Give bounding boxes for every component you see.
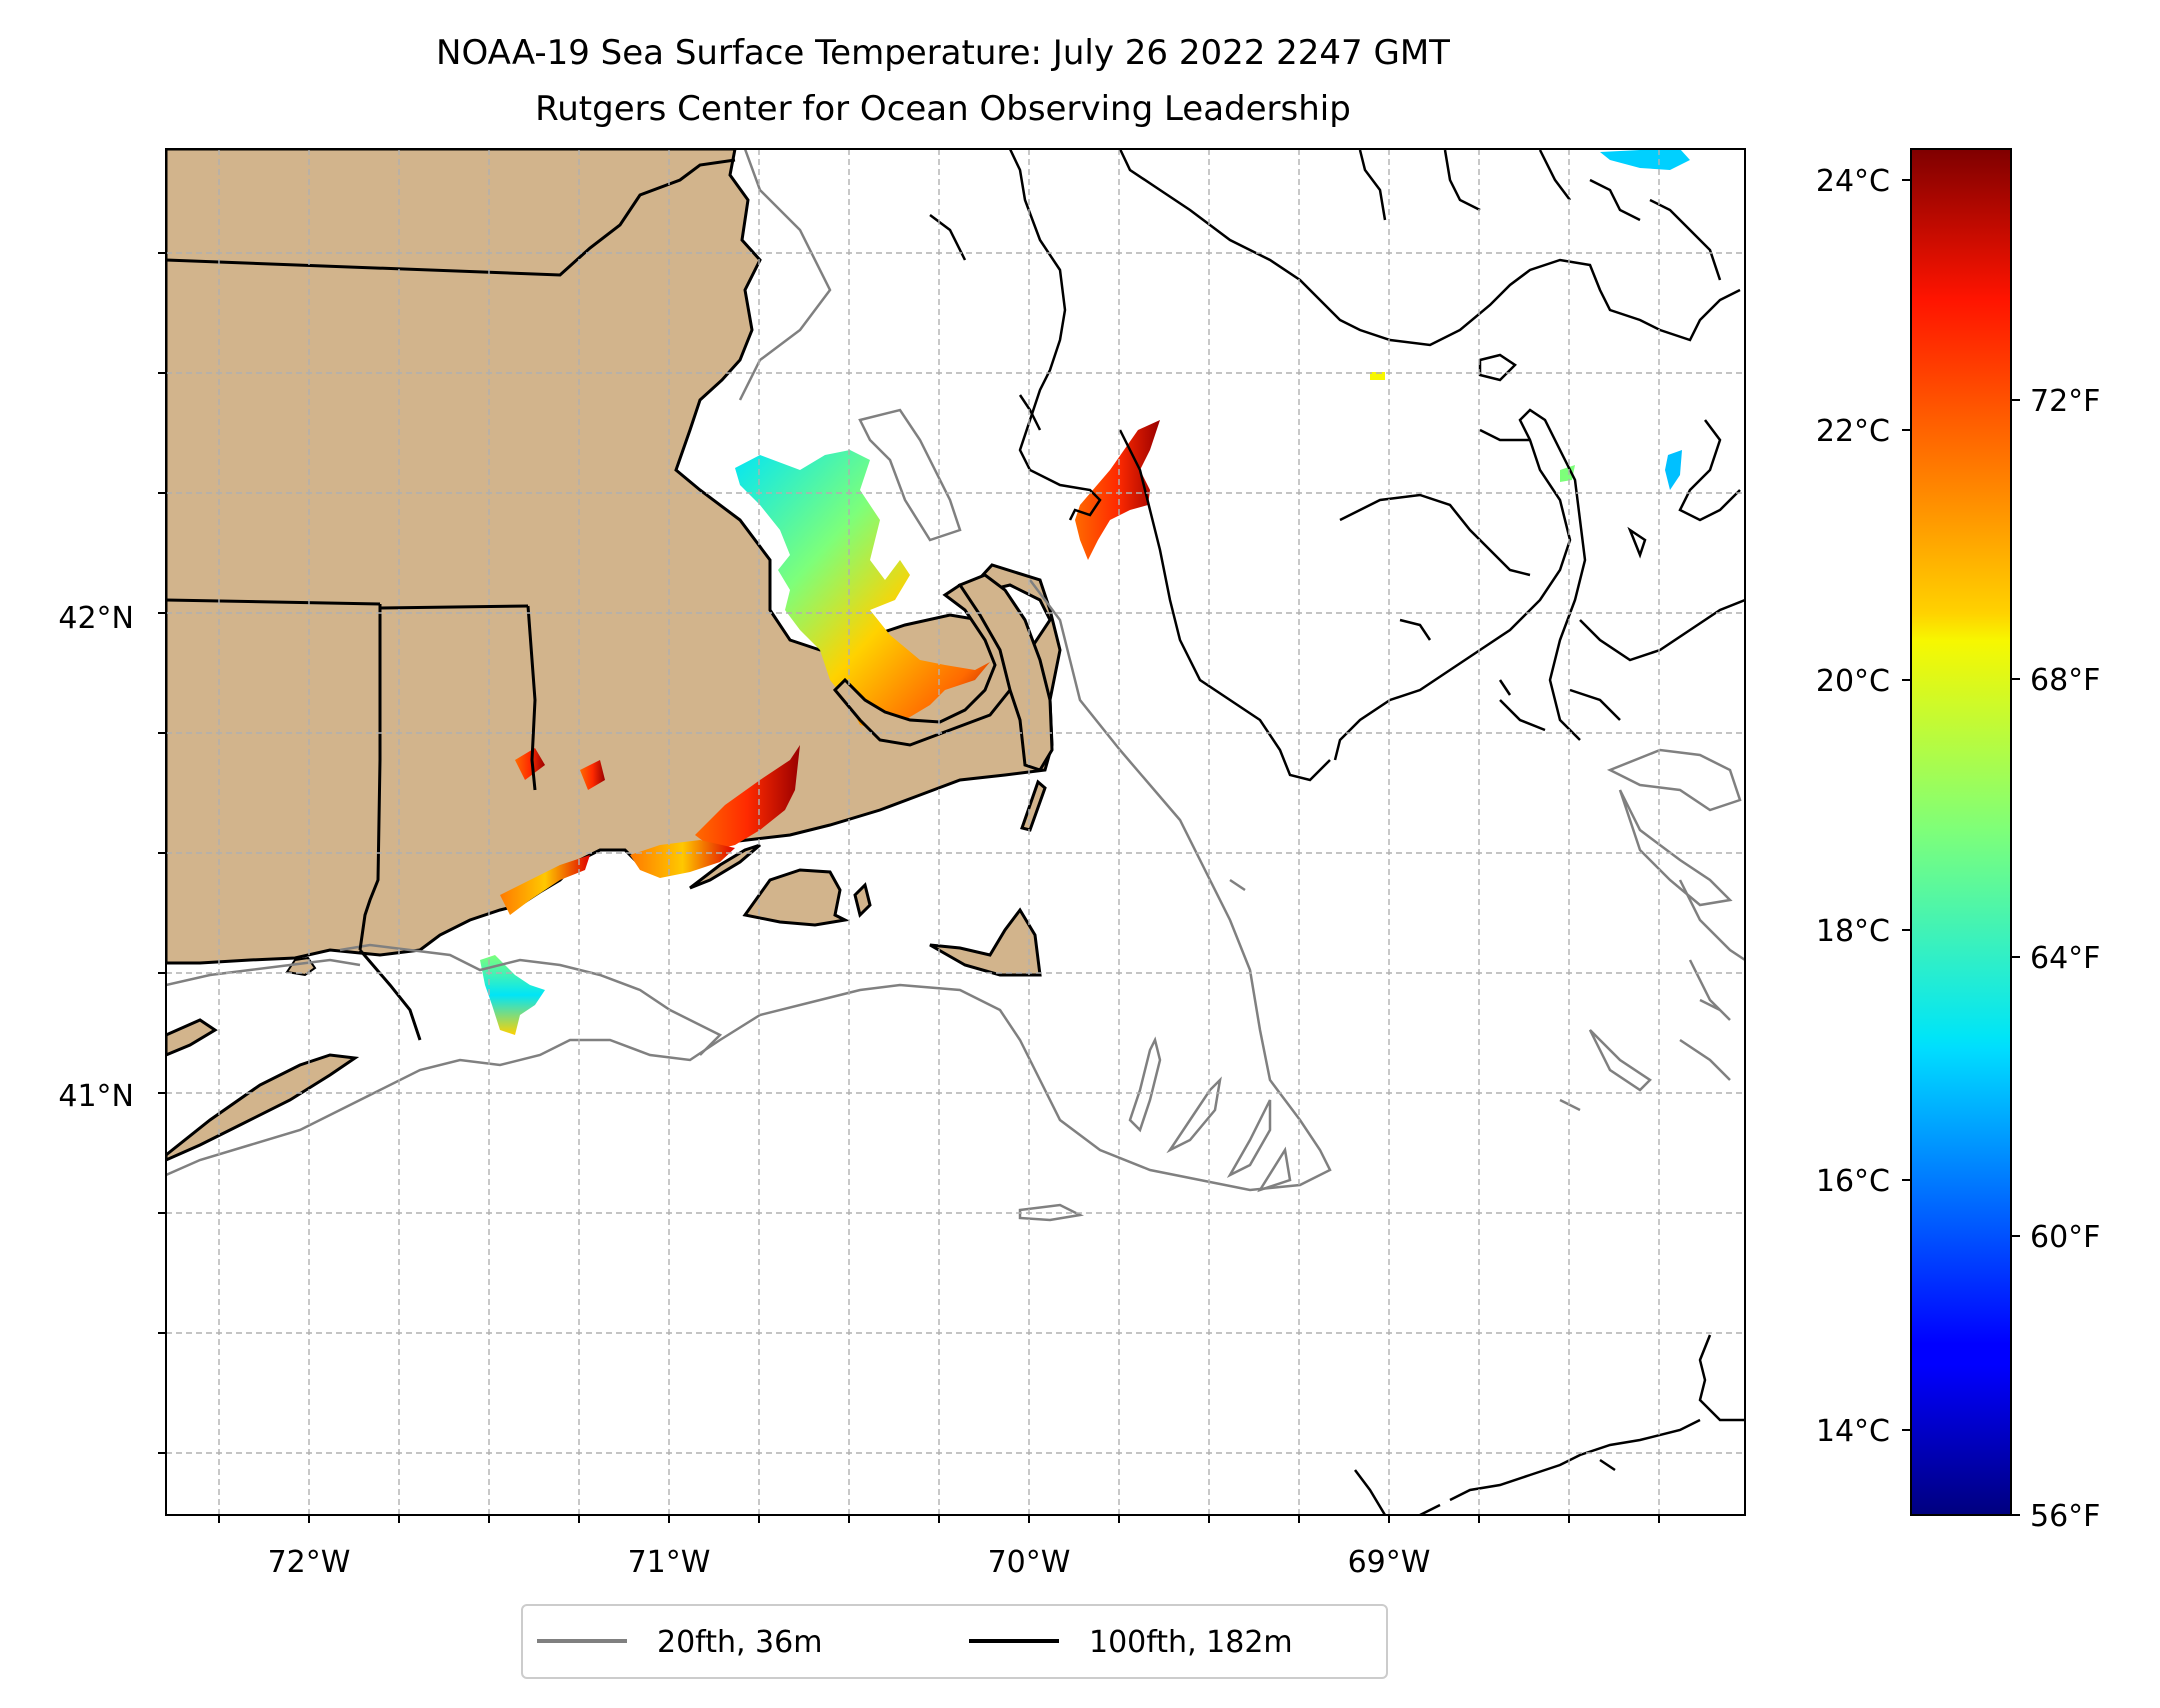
sst-patch-massachusetts-bay xyxy=(735,450,990,730)
sst-patch-buzzards-bay xyxy=(695,745,800,850)
sst-patch-block-island-sound xyxy=(480,955,545,1035)
colorbar-label-celsius: 22°C xyxy=(1816,414,1890,449)
colorbar-label-fahrenheit: 64°F xyxy=(2030,941,2100,976)
land-elizabeth-islands xyxy=(689,843,761,890)
land-monomoy xyxy=(1020,779,1047,832)
y-tick-label: 42°N xyxy=(58,601,134,636)
colorbar-label-fahrenheit: 60°F xyxy=(2030,1220,2100,1255)
land-nantucket xyxy=(929,907,1042,977)
sst-patch-rhode-island xyxy=(500,855,590,915)
colorbar-label-fahrenheit: 72°F xyxy=(2030,384,2100,419)
x-tick-labels: 72°W 71°W 70°W 69°W xyxy=(268,1545,1431,1580)
y-tick-labels: 42°N 41°N xyxy=(58,601,134,1114)
colorbar-label-celsius: 18°C xyxy=(1816,914,1890,949)
land-long-island xyxy=(166,1053,360,1162)
colorbar-label-celsius: 20°C xyxy=(1816,664,1890,699)
x-tick-label: 70°W xyxy=(988,1545,1071,1580)
isobath-100fth xyxy=(929,149,1745,1515)
x-tick-label: 69°W xyxy=(1348,1545,1431,1580)
land-long-island-fork xyxy=(166,1018,218,1057)
sst-patch-narragansett xyxy=(515,748,545,780)
map-ticks xyxy=(158,252,1660,1523)
land-marthas-vineyard xyxy=(742,868,850,927)
colorbar-label-celsius: 16°C xyxy=(1816,1164,1890,1199)
x-tick-label: 71°W xyxy=(628,1545,711,1580)
colorbar-label-fahrenheit: 68°F xyxy=(2030,663,2100,698)
colorbar: 24°C 22°C 20°C 18°C 16°C 14°C 72°F 68°F … xyxy=(1816,148,2100,1534)
colorbar-label-celsius: 24°C xyxy=(1816,164,1890,199)
colorbar-label-celsius: 14°C xyxy=(1816,1414,1890,1449)
map-panel xyxy=(166,149,1745,1515)
land-chappaquiddick xyxy=(853,882,872,918)
x-tick-label: 72°W xyxy=(268,1545,351,1580)
colorbar-label-fahrenheit: 56°F xyxy=(2030,1499,2100,1534)
sst-patch-cape-cod-bay-north xyxy=(1075,420,1160,560)
sst-patch-gulf-of-maine-2 xyxy=(1560,465,1575,482)
sst-patch-gulf-of-maine-4 xyxy=(1600,149,1690,170)
sst-data-layer xyxy=(480,149,1690,1035)
legend: 20fth, 36m 100fth, 182m xyxy=(521,1604,1388,1679)
colorbar-fahrenheit-ticks xyxy=(2011,399,2020,1516)
sst-patch-gulf-of-maine-3 xyxy=(1665,450,1682,490)
legend-label-100fth: 100fth, 182m xyxy=(1089,1625,1293,1660)
gridlines xyxy=(166,149,1745,1515)
legend-box xyxy=(521,1604,1388,1679)
map-frame xyxy=(165,148,1746,1516)
colorbar-celsius-ticks xyxy=(1902,179,1911,1431)
map-title-line2: Rutgers Center for Ocean Observing Leade… xyxy=(535,89,1351,129)
land-cape-cod xyxy=(832,583,1022,747)
colorbar-gradient xyxy=(1910,148,2012,1516)
map-title-line1: NOAA-19 Sea Surface Temperature: July 26… xyxy=(436,33,1450,73)
sst-patch-gulf-of-maine-1 xyxy=(1370,372,1385,380)
y-tick-label: 41°N xyxy=(58,1079,134,1114)
legend-label-20fth: 20fth, 36m xyxy=(657,1625,822,1660)
isobath-20fth xyxy=(166,149,1745,1222)
state-borders xyxy=(166,158,736,1041)
sst-patch-vineyard-sound xyxy=(630,840,735,878)
sst-patch-narragansett-2 xyxy=(580,760,605,790)
